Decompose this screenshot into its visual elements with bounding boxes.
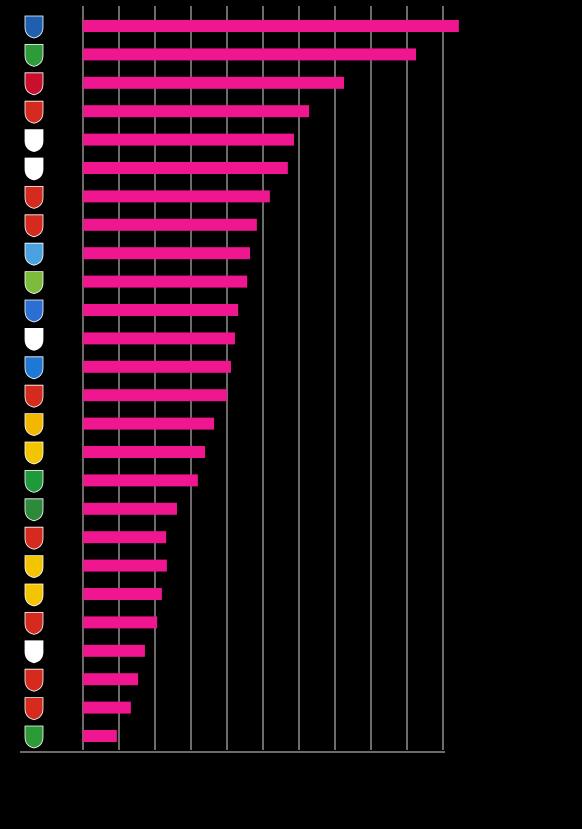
bar: [83, 275, 248, 288]
canton-shield: [24, 583, 44, 607]
canton-shield: [24, 242, 44, 266]
bar: [83, 360, 231, 373]
bar: [83, 559, 167, 572]
canton-shield: [24, 129, 44, 153]
canton-shield: [24, 555, 44, 579]
canton-shield: [24, 668, 44, 692]
canton-shield: [24, 100, 44, 124]
canton-shield: [24, 15, 44, 39]
bar: [83, 588, 162, 600]
bar: [83, 332, 235, 345]
canton-shield: [24, 697, 44, 721]
bar: [83, 20, 459, 32]
canton-shield: [24, 498, 44, 522]
bar: [83, 730, 117, 742]
canton-shield: [24, 356, 44, 380]
bar: [83, 162, 288, 174]
canton-shield: [24, 44, 44, 67]
bar: [83, 48, 416, 61]
canton-shield: [24, 214, 44, 238]
bar: [83, 673, 139, 686]
canton-shield: [24, 526, 44, 550]
bar: [83, 218, 257, 231]
canton-shield: [24, 186, 44, 209]
canton-shield: [24, 612, 44, 635]
bar: [83, 417, 215, 430]
bar: [83, 133, 294, 146]
canton-shield: [24, 470, 44, 493]
canton-shield: [24, 72, 44, 96]
canton-shield: [24, 413, 44, 437]
bar: [83, 474, 198, 487]
canton-shield: [24, 157, 44, 181]
bar: [83, 616, 158, 629]
bar: [83, 304, 239, 316]
bar: [83, 502, 177, 515]
bar: [83, 446, 206, 458]
bar: [83, 247, 251, 260]
bar: [83, 389, 227, 402]
bar: [83, 531, 167, 544]
bar: [83, 644, 145, 657]
canton-shield: [24, 441, 44, 465]
bar: [83, 76, 344, 89]
canton-shield: [24, 640, 44, 664]
canton-shield: [24, 271, 44, 295]
bar: [83, 701, 131, 714]
canton-shield: [24, 384, 44, 408]
bar: [83, 190, 270, 203]
canton-shield: [24, 725, 44, 749]
canton-shield: [24, 328, 44, 351]
bar: [83, 105, 310, 118]
canton-shield: [24, 299, 44, 323]
